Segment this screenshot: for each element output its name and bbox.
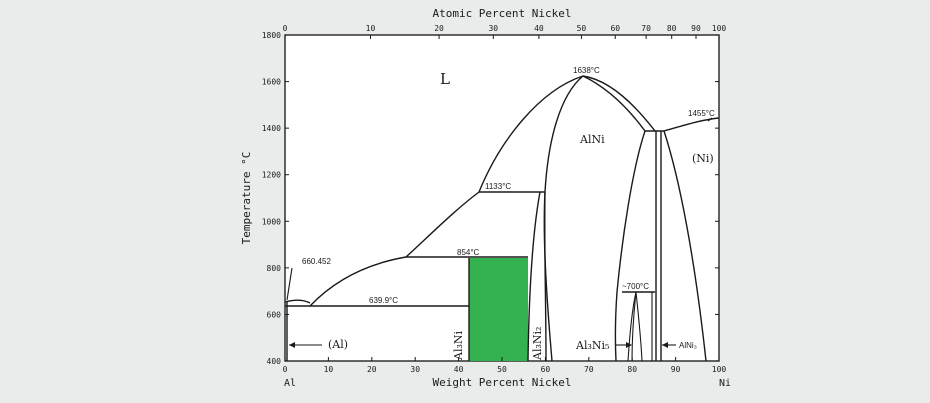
top-tick-label: 20 — [434, 24, 444, 33]
bottom-tick-label: 80 — [627, 365, 637, 374]
bottom-tick-label: 100 — [712, 365, 727, 374]
liquidus-al-side — [284, 299, 311, 304]
phase-al3ni5: Al₃Ni₅ — [575, 339, 609, 352]
phase-al3ni: Al₃Ni — [452, 331, 465, 361]
phase-alni: AlNi — [579, 133, 605, 146]
liquidus-854-to-1133 — [405, 191, 480, 258]
annotation-1638: 1638°C — [573, 66, 600, 75]
highlighted-region — [469, 258, 528, 361]
bottom-tick-label: 30 — [410, 365, 420, 374]
phase-ni: (Ni) — [692, 152, 714, 165]
bottom-tick-label: 10 — [324, 365, 334, 374]
phase-liquid: L — [440, 70, 450, 88]
liquidus-ni-side — [663, 117, 720, 132]
annotation-660-leader — [286, 267, 293, 301]
top-tick-label: 50 — [577, 24, 587, 33]
annotation-1455-leader — [707, 117, 713, 122]
alni-right-lower — [614, 130, 646, 362]
phase-alni3: AlNi₃ — [679, 341, 697, 350]
bottom-tick-label: 40 — [454, 365, 464, 374]
liquidus-al-to-854 — [309, 256, 407, 307]
top-tick-label: 40 — [534, 24, 544, 33]
y-tick-label: 1600 — [262, 78, 281, 87]
left-element-label: Al — [284, 378, 296, 389]
bottom-tick-label: 0 — [283, 365, 288, 374]
al3ni2-right — [544, 191, 547, 362]
top-tick-label: 30 — [488, 24, 498, 33]
y-tick-label: 600 — [267, 310, 282, 319]
bottom-axis-title: Weight Percent Nickel — [432, 376, 571, 389]
alni3-arrowhead — [662, 342, 668, 348]
top-tick-label: 90 — [691, 24, 701, 33]
bottom-tick-label: 70 — [584, 365, 594, 374]
liquidus-1638-to-1385 — [582, 75, 656, 132]
liquidus-1133-to-1638 — [478, 75, 584, 193]
top-tick-label: 70 — [641, 24, 651, 33]
al3ni2-left — [527, 191, 541, 362]
alni-right-boundary — [582, 75, 646, 132]
al3ni5-apex — [627, 291, 637, 362]
y-tick-label: 400 — [267, 357, 282, 366]
y-tick-label: 1400 — [262, 124, 281, 133]
y-tick-label: 1200 — [262, 171, 281, 180]
top-tick-label: 10 — [366, 24, 376, 33]
al3ni5-right — [635, 291, 643, 362]
top-tick-label: 80 — [667, 24, 677, 33]
bottom-tick-label: 50 — [497, 365, 507, 374]
phase-al3ni2: Al₃Ni₂ — [531, 327, 544, 361]
bottom-tick-label: 20 — [367, 365, 377, 374]
top-tick-label: 0 — [283, 24, 288, 33]
annotation-639: 639.9°C — [369, 296, 398, 305]
y-axis-title: Temperature °C — [240, 152, 253, 245]
annotation-854: 854°C — [457, 248, 480, 257]
ni-solvus — [663, 130, 707, 362]
bottom-tick-label: 90 — [671, 365, 681, 374]
al-arrowhead — [289, 342, 295, 348]
y-tick-label: 800 — [267, 264, 282, 273]
annotation-700: ~700°C — [622, 282, 649, 291]
top-tick-label: 100 — [712, 24, 727, 33]
annotation-660: 660.452 — [302, 257, 331, 266]
top-axis-ticks: 0 10 20 30 40 50 60 70 80 90 100 — [283, 24, 727, 39]
phase-al: (Al) — [328, 338, 348, 351]
annotation-1455: 1455°C — [688, 109, 715, 118]
al3ni5-arrowhead — [626, 342, 632, 348]
y-axis-ticks: 400 600 800 1000 1200 1400 1600 1800 — [262, 31, 719, 366]
y-tick-label: 1000 — [262, 217, 281, 226]
y-tick-label: 1800 — [262, 31, 281, 40]
al3ni5-left — [631, 291, 637, 362]
bottom-tick-label: 60 — [541, 365, 551, 374]
annotation-1133: 1133°C — [485, 182, 511, 191]
top-tick-label: 60 — [610, 24, 620, 33]
top-axis-title: Atomic Percent Nickel — [432, 7, 571, 20]
right-element-label: Ni — [719, 378, 731, 389]
